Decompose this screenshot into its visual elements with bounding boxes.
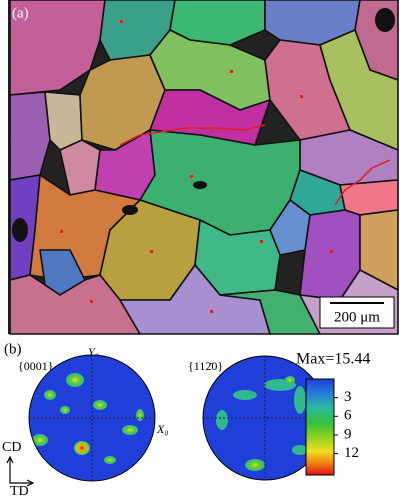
direction-arrows [6, 455, 35, 487]
axis-label: Y₀ [88, 345, 99, 359]
colorbar-tick-label: 3 [344, 389, 352, 405]
pole-figure-part [29, 355, 155, 481]
pole-figure-part-part [74, 441, 90, 455]
pole-figure-part-part [233, 390, 257, 400]
speck-part [230, 70, 233, 73]
void-part [122, 205, 138, 215]
direction-arrows-part [6, 455, 14, 464]
pole-figure-part-part [285, 376, 295, 384]
pole-figure-part-part [122, 425, 138, 435]
void-part [193, 181, 207, 189]
pole-figure-part-part [66, 373, 84, 387]
grain-part [9, 91, 51, 181]
pole-figure-part-part [136, 409, 144, 421]
void [12, 8, 395, 242]
colorbar-max: Max=15.44 [296, 351, 370, 368]
grain [9, 0, 399, 335]
grain-part [44, 91, 83, 151]
panel-label: (a) [12, 5, 29, 21]
pole-figure-title: {112̄0} [188, 359, 223, 373]
colorbar [305, 378, 335, 476]
pole-figure-part-part [44, 390, 56, 400]
void-part [375, 8, 395, 32]
grain-part [9, 274, 141, 335]
boundary-line-part [334, 159, 391, 206]
colorbar-tick-label: 9 [344, 426, 352, 442]
colorbar-tick-label: 12 [344, 445, 359, 461]
pole-figure-part-part [104, 456, 116, 464]
grain-part [319, 29, 399, 151]
pole-figure-part-part [60, 406, 70, 414]
panel-label: (b) [4, 341, 22, 357]
speck-part [260, 240, 263, 243]
pole-figure-part-part [294, 386, 306, 414]
axis-label: X₀ [156, 422, 169, 436]
speck-part [120, 20, 123, 23]
pole-figure-part-part [32, 434, 48, 446]
grain-part [339, 179, 399, 216]
speck-part [150, 250, 153, 253]
ebsd-map: 200 μm (a) [8, 0, 399, 335]
speck-part [300, 95, 303, 98]
pole-figure [202, 355, 328, 481]
direction-label: CD [2, 440, 21, 455]
pole-figure [28, 354, 156, 482]
pole-figure-part-part [292, 445, 308, 455]
boundary-line-part [119, 124, 266, 146]
pole-figure-part [216, 376, 308, 471]
pole-figure-part-part [93, 400, 107, 410]
direction-arrows-part [9, 458, 32, 484]
speck-part [330, 250, 333, 253]
colorbar-tick-label: 6 [344, 408, 352, 424]
void-part [12, 218, 28, 242]
speck-part [90, 300, 93, 303]
pole-figure-part-part [216, 410, 228, 430]
speck [60, 20, 333, 313]
speck-part [210, 310, 213, 313]
speck-part [190, 175, 193, 178]
scale-label: 200 μm [334, 309, 380, 325]
speck-part [60, 230, 63, 233]
boundary-line [119, 124, 391, 206]
pole-figure-part-part [245, 459, 265, 471]
direction-label: TD [10, 484, 29, 499]
pole-figure-title: {0001} [18, 359, 54, 373]
direction-arrows-part [26, 479, 35, 487]
